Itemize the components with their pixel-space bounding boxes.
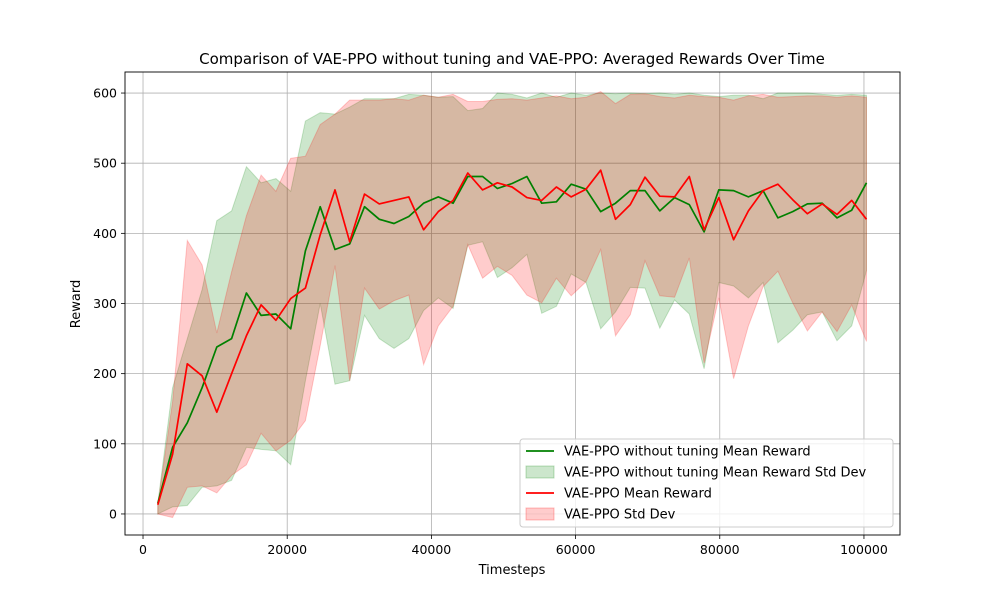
mean-line-1: [156, 175, 868, 504]
x-axis-label: Timesteps: [478, 563, 546, 578]
legend-label: VAE-PPO without tuning Mean Reward: [564, 445, 811, 460]
chart-title: Comparison of VAE-PPO without tuning and…: [199, 50, 825, 68]
legend-label: VAE-PPO without tuning Mean Reward Std D…: [564, 466, 867, 481]
mean-lines: [156, 169, 868, 506]
legend-label: VAE-PPO Mean Reward: [564, 487, 712, 502]
y-tick-label: 0: [109, 506, 117, 521]
y-tick-label: 600: [93, 86, 117, 101]
legend-band-swatch: [525, 507, 555, 521]
y-tick-label: 300: [93, 296, 117, 311]
y-ticks: 0 100 200 300 400 500 600: [93, 86, 125, 521]
x-tick-label: 20000: [267, 542, 307, 557]
legend-box: [519, 438, 894, 528]
mean-line-2: [156, 169, 868, 506]
y-tick-label: 500: [93, 156, 117, 171]
y-tick-label: 400: [93, 226, 117, 241]
y-axis-label: Reward: [69, 280, 84, 328]
x-tick-label: 60000: [556, 542, 596, 557]
legend-label: VAE-PPO Std Dev: [564, 508, 676, 523]
x-ticks: 0 20000 40000 60000 80000 100000: [139, 535, 888, 557]
y-tick-label: 100: [93, 436, 117, 451]
legend-band-swatch: [525, 465, 555, 479]
std-dev-band-1: [157, 92, 867, 515]
legend: VAE-PPO without tuning Mean Reward VAE-PP…: [519, 438, 894, 528]
x-tick-label: 100000: [840, 542, 888, 557]
x-tick-label: 0: [139, 542, 147, 557]
std-dev-bands: [157, 91, 867, 519]
x-tick-label: 80000: [700, 542, 740, 557]
grid: [125, 72, 900, 535]
x-tick-label: 40000: [412, 542, 452, 557]
y-tick-label: 200: [93, 366, 117, 381]
std-dev-band-2: [157, 91, 867, 519]
